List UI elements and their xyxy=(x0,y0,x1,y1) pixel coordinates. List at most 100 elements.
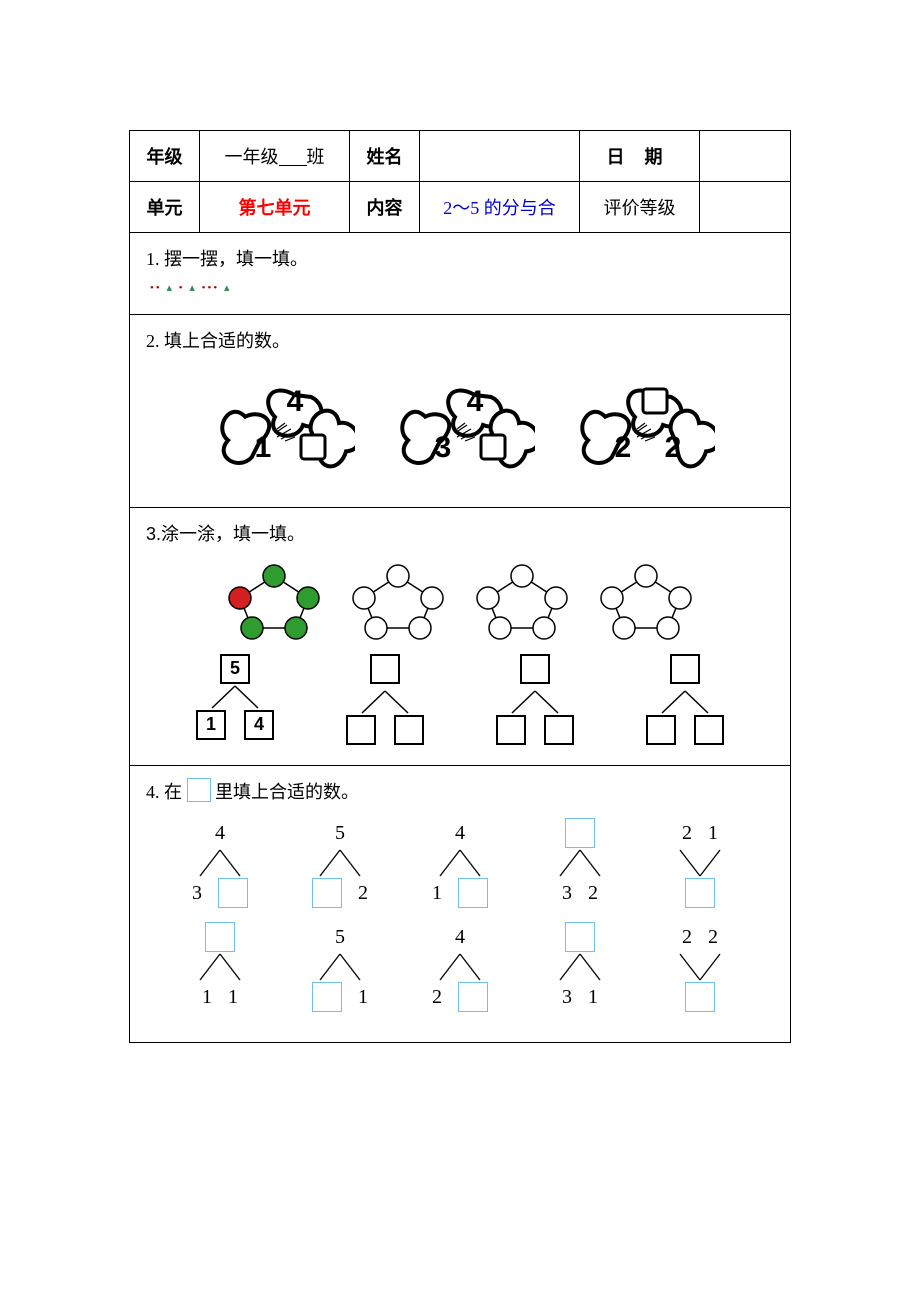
grade-value: 一年级 班 xyxy=(200,131,350,181)
pentagon-ring xyxy=(224,562,324,642)
answer-box[interactable] xyxy=(312,982,342,1012)
number-box[interactable] xyxy=(544,715,574,745)
pentagon-ring xyxy=(348,562,448,642)
number: 1 xyxy=(432,882,442,905)
svg-text:4: 4 xyxy=(287,385,304,418)
grade-label: 年级 xyxy=(130,131,200,181)
number: 2 xyxy=(588,882,598,905)
tree-row: 5 14 xyxy=(146,654,774,745)
split-tree: 4 3 xyxy=(178,818,262,908)
question-1: 1. 摆一摆，填一填。 •• ▴ • ▴ ••• ▴ xyxy=(130,233,790,315)
number: 5 xyxy=(335,926,345,949)
svg-text:3: 3 xyxy=(435,431,452,464)
q4-rows: 4 3 5 2 4 1 32 xyxy=(146,818,774,1012)
number-box[interactable] xyxy=(520,654,550,684)
tree-branches xyxy=(350,689,420,715)
answer-box[interactable] xyxy=(458,982,488,1012)
q4-title-post: 里填上合适的数。 xyxy=(215,782,359,802)
number-tree xyxy=(335,654,435,745)
number-box: 1 xyxy=(196,710,226,740)
number: 2 xyxy=(358,882,368,905)
eval-label: 评价等级 xyxy=(580,182,700,232)
join-tree: 21 xyxy=(658,818,742,908)
name-label: 姓名 xyxy=(350,131,420,181)
number-box[interactable] xyxy=(646,715,676,745)
split-tree: 5 1 xyxy=(298,922,382,1012)
question-2: 2. 填上合适的数。 41 43 xyxy=(130,315,790,508)
number-box[interactable] xyxy=(670,654,700,684)
eval-value[interactable] xyxy=(700,182,790,232)
number-box[interactable] xyxy=(370,654,400,684)
q1-decoration: •• ▴ • ▴ ••• ▴ xyxy=(146,281,774,294)
q4-row: 4 3 5 2 4 1 32 xyxy=(146,818,774,908)
split-branches xyxy=(430,848,490,878)
split-tree: 11 xyxy=(178,922,262,1012)
worksheet-table: 年级 一年级 班 姓名 日期 单元 第七单元 内容 2～5 的分与合 评价等级 … xyxy=(129,130,791,1043)
worksheet-page: 年级 一年级 班 姓名 日期 单元 第七单元 内容 2～5 的分与合 评价等级 … xyxy=(0,0,920,1302)
answer-box[interactable] xyxy=(685,878,715,908)
content-label: 内容 xyxy=(350,182,420,232)
tree-branches xyxy=(200,684,270,710)
svg-text:1: 1 xyxy=(255,431,272,464)
split-tree: 4 2 xyxy=(418,922,502,1012)
number: 3 xyxy=(562,986,572,1009)
number: 4 xyxy=(215,822,225,845)
clover: 41 xyxy=(205,373,355,483)
svg-text:2: 2 xyxy=(615,431,632,464)
split-tree: 32 xyxy=(538,818,622,908)
number: 1 xyxy=(202,986,212,1009)
join-branches xyxy=(670,952,730,982)
tree-branches xyxy=(500,689,570,715)
pentagon-ring xyxy=(472,562,572,642)
answer-box[interactable] xyxy=(218,878,248,908)
header-row-1: 年级 一年级 班 姓名 日期 xyxy=(130,131,790,182)
q1-title: 1. 摆一摆，填一填。 xyxy=(146,245,774,271)
question-3: 3.涂一涂，填一填。 5 14 xyxy=(130,508,790,766)
split-branches xyxy=(430,952,490,982)
number: 2 xyxy=(682,822,692,845)
number-box: 4 xyxy=(244,710,274,740)
number: 2 xyxy=(708,926,718,949)
number: 4 xyxy=(455,822,465,845)
answer-box[interactable] xyxy=(685,982,715,1012)
grade-blank[interactable] xyxy=(279,147,307,166)
number-tree: 5 14 xyxy=(185,654,285,745)
clover: 22 xyxy=(565,373,715,483)
split-tree: 4 1 xyxy=(418,818,502,908)
number-tree xyxy=(635,654,735,745)
number: 3 xyxy=(192,882,202,905)
join-branches xyxy=(670,848,730,878)
answer-box[interactable] xyxy=(458,878,488,908)
name-value[interactable] xyxy=(420,131,580,181)
number: 1 xyxy=(588,986,598,1009)
number-box[interactable] xyxy=(394,715,424,745)
grade-value-suf: 班 xyxy=(307,143,325,169)
split-branches xyxy=(550,952,610,982)
box-icon xyxy=(187,778,211,802)
answer-box[interactable] xyxy=(565,818,595,848)
answer-box[interactable] xyxy=(312,878,342,908)
unit-value: 第七单元 xyxy=(200,182,350,232)
content-value: 2～5 的分与合 xyxy=(420,182,580,232)
answer-box[interactable] xyxy=(205,922,235,952)
split-branches xyxy=(310,848,370,878)
number-box[interactable] xyxy=(694,715,724,745)
split-branches xyxy=(550,848,610,878)
q4-row: 11 5 1 4 2 31 22 xyxy=(146,922,774,1012)
split-branches xyxy=(190,952,250,982)
grade-value-pre: 一年级 xyxy=(225,143,279,169)
split-branches xyxy=(310,952,370,982)
number-box: 5 xyxy=(220,654,250,684)
number: 3 xyxy=(562,882,572,905)
unit-label: 单元 xyxy=(130,182,200,232)
number: 4 xyxy=(455,926,465,949)
clover: 43 xyxy=(385,373,535,483)
answer-box[interactable] xyxy=(565,922,595,952)
q4-title: 4. 在 里填上合适的数。 xyxy=(146,778,774,804)
number-box[interactable] xyxy=(346,715,376,745)
date-value[interactable] xyxy=(700,131,790,181)
tree-branches xyxy=(650,689,720,715)
number-box[interactable] xyxy=(496,715,526,745)
split-tree: 5 2 xyxy=(298,818,382,908)
join-tree: 22 xyxy=(658,922,742,1012)
